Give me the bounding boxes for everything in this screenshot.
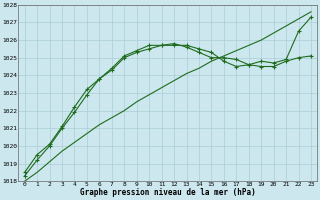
X-axis label: Graphe pression niveau de la mer (hPa): Graphe pression niveau de la mer (hPa) [80,188,256,197]
